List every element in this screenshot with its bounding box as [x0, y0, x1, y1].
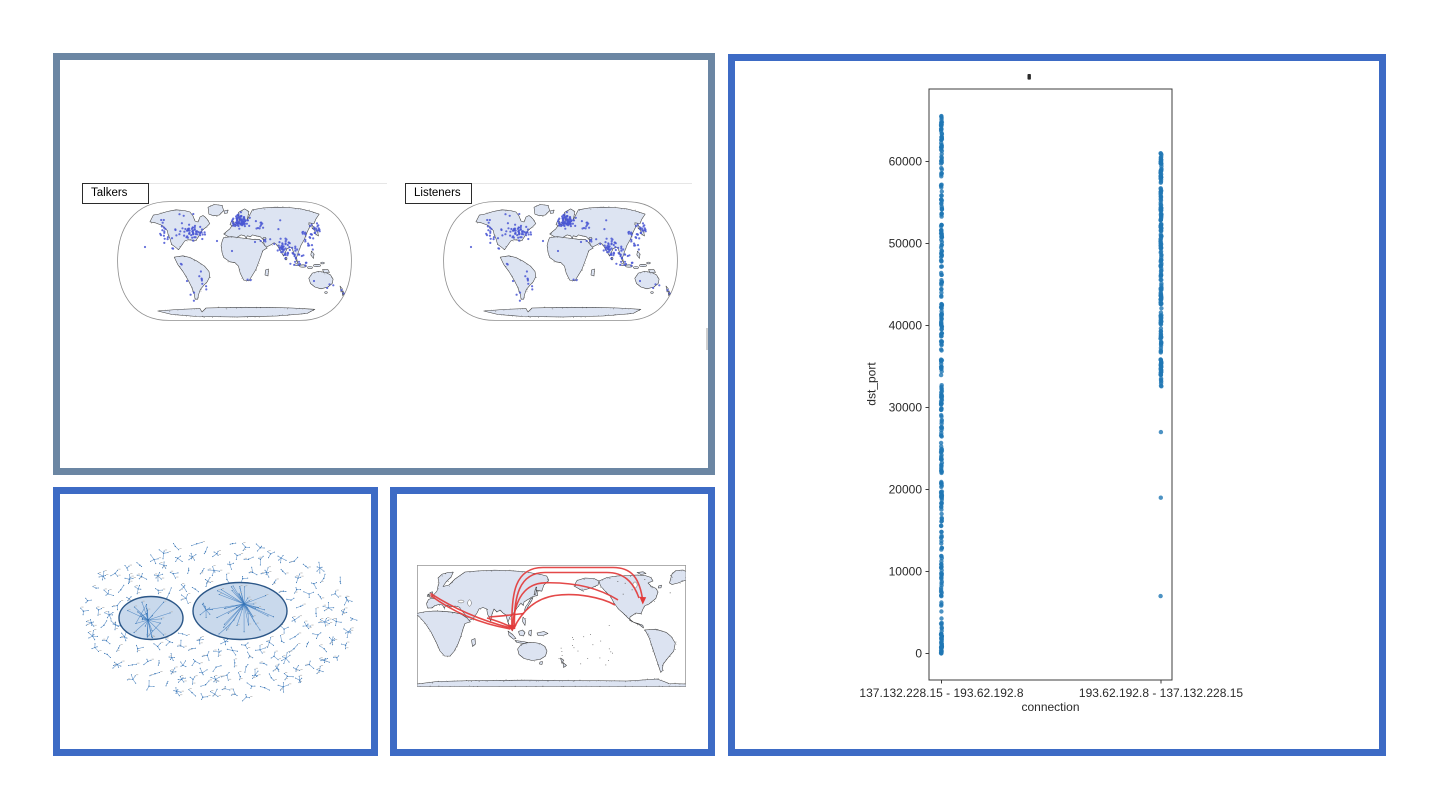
svg-text:20000: 20000: [889, 483, 923, 497]
svg-text:60000: 60000: [889, 155, 923, 169]
svg-text:dst_port: dst_port: [865, 362, 879, 406]
svg-text:137.132.228.15 - 193.62.192.8: 137.132.228.15 - 193.62.192.8: [859, 686, 1023, 700]
svg-text:0: 0: [915, 647, 922, 661]
svg-text:40000: 40000: [889, 319, 923, 333]
svg-text:193.62.192.8 - 137.132.228.15: 193.62.192.8 - 137.132.228.15: [1079, 686, 1243, 700]
svg-text:50000: 50000: [889, 237, 923, 251]
svg-text:30000: 30000: [889, 401, 923, 415]
svg-text:connection: connection: [1021, 700, 1079, 714]
svg-text:10000: 10000: [889, 565, 923, 579]
